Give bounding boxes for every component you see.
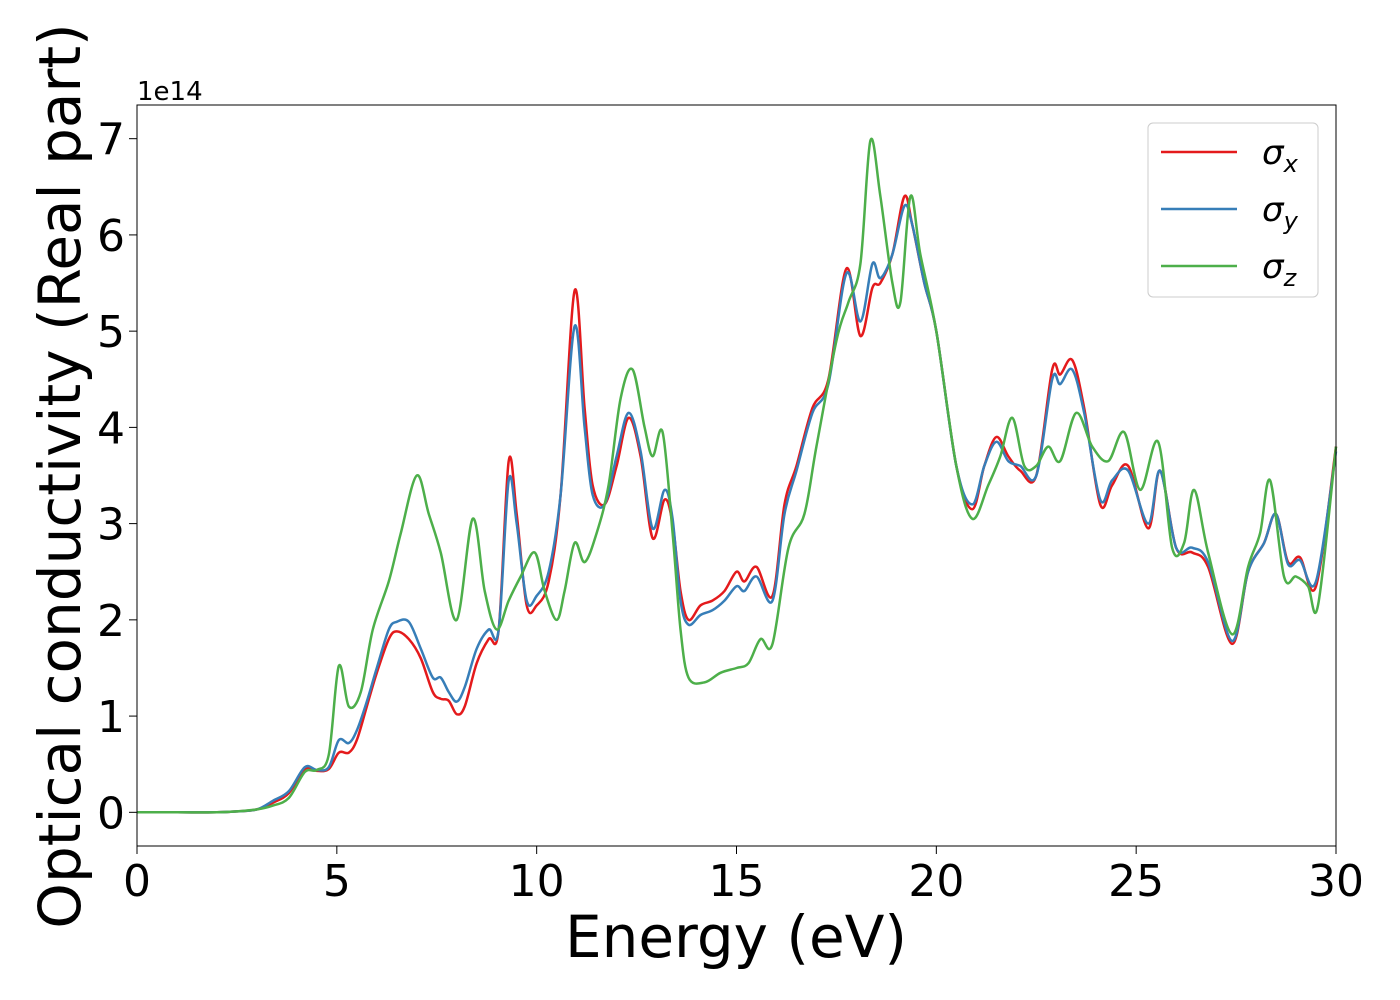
y-tick-label: 4 <box>97 403 125 454</box>
series-line-x <box>137 194 1338 814</box>
y-tick-label: 0 <box>97 788 125 839</box>
x-tick-label: 20 <box>908 856 964 907</box>
y-tick-label: 2 <box>97 596 125 647</box>
x-axis-label: Energy (eV) <box>565 903 907 971</box>
y-tick-label: 1 <box>97 692 125 743</box>
y-axis-label: Optical conductivity (Real part) <box>26 23 94 928</box>
x-tick-label: 10 <box>509 856 565 907</box>
x-axis: 0 5 10 15 20 25 30 <box>123 846 1364 907</box>
x-tick-label: 25 <box>1108 856 1164 907</box>
x-tick-label: 5 <box>323 856 351 907</box>
series-line-y <box>137 203 1338 814</box>
y-tick-label: 3 <box>97 500 125 551</box>
x-tick-label: 30 <box>1308 856 1364 907</box>
y-tick-label: 5 <box>97 307 125 358</box>
y-offset-label: 1e14 <box>137 77 203 107</box>
series-line-z <box>137 137 1338 814</box>
y-axis: 0 1 2 3 4 5 6 7 <box>97 115 137 839</box>
x-tick-label: 0 <box>123 856 151 907</box>
y-tick-label: 7 <box>97 115 125 166</box>
series-lines <box>137 137 1338 814</box>
y-tick-label: 6 <box>97 211 125 262</box>
x-tick-label: 15 <box>709 856 765 907</box>
